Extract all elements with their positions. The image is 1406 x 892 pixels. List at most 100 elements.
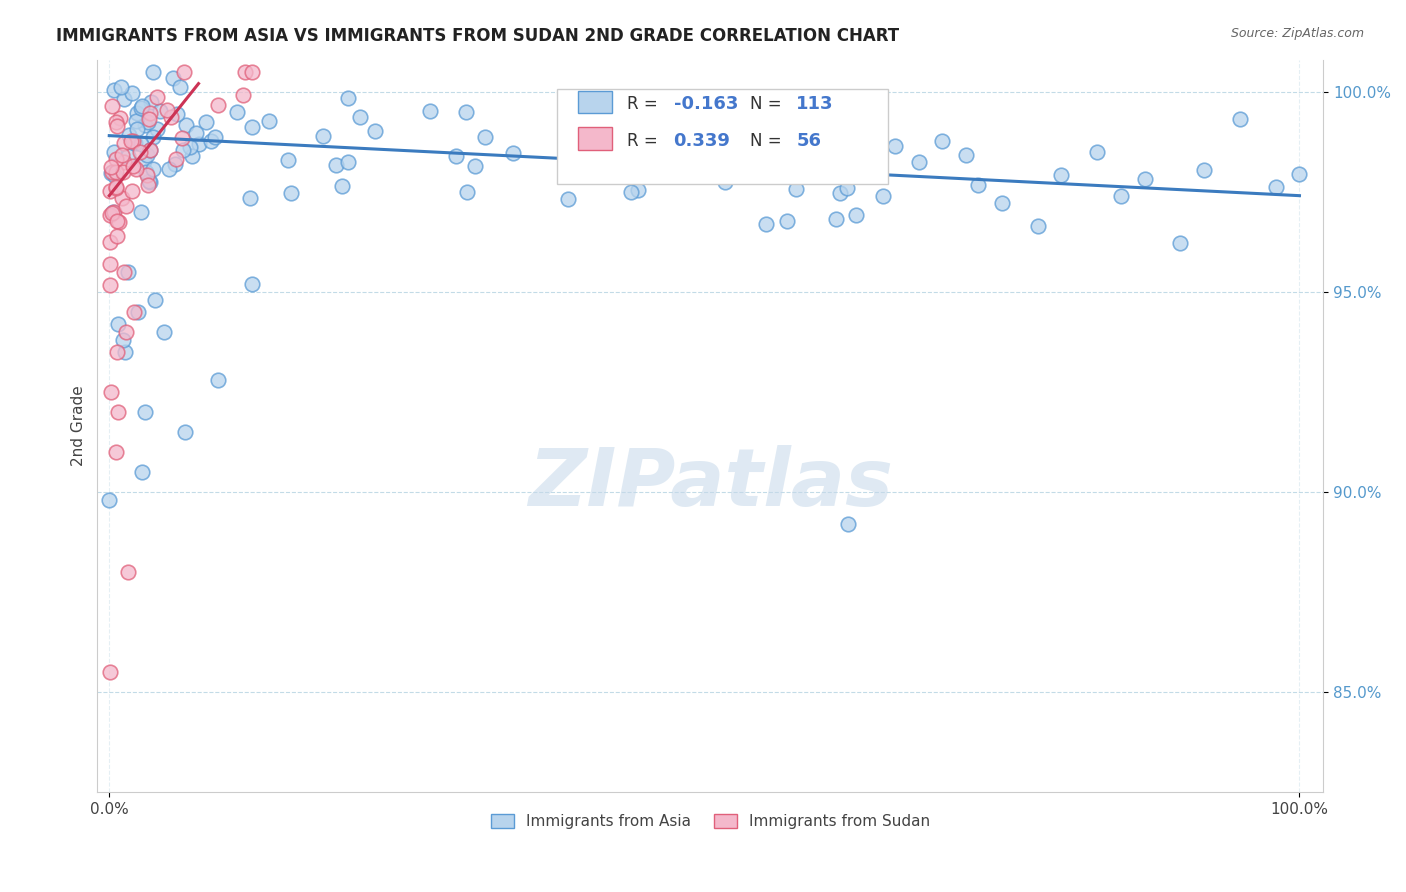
- Point: [1109, 188, 1132, 202]
- Point: [1170, 235, 1192, 250]
- Point: [105, 153, 128, 167]
- Point: [170, 131, 193, 145]
- Text: R =: R =: [627, 95, 664, 113]
- Point: [776, 214, 799, 228]
- Point: [173, 425, 195, 439]
- Point: [136, 115, 159, 129]
- Point: [907, 154, 929, 169]
- Point: [232, 87, 254, 102]
- Point: [121, 159, 143, 173]
- Point: [160, 110, 183, 124]
- Point: [125, 122, 148, 136]
- Point: [166, 106, 188, 120]
- Point: [135, 164, 157, 178]
- Text: ZIPatlas: ZIPatlas: [527, 445, 893, 524]
- Point: [121, 134, 143, 148]
- Point: [557, 192, 579, 206]
- Point: [240, 277, 263, 291]
- Point: [207, 373, 229, 387]
- Point: [139, 143, 162, 157]
- Point: [325, 158, 347, 172]
- Point: [98, 665, 121, 679]
- Point: [112, 136, 135, 151]
- Point: [129, 205, 152, 219]
- Point: [1133, 172, 1156, 186]
- Point: [1229, 112, 1251, 126]
- Point: [257, 114, 280, 128]
- Point: [1085, 145, 1108, 159]
- Point: [233, 64, 256, 78]
- Text: Source: ZipAtlas.com: Source: ZipAtlas.com: [1230, 27, 1364, 40]
- Point: [240, 64, 263, 78]
- Point: [330, 178, 353, 193]
- Point: [142, 161, 165, 176]
- Point: [129, 136, 152, 151]
- Point: [845, 208, 868, 222]
- Point: [112, 154, 135, 169]
- Point: [132, 153, 155, 168]
- Point: [239, 191, 262, 205]
- Point: [100, 384, 122, 399]
- Point: [139, 144, 162, 158]
- Point: [103, 205, 125, 219]
- Point: [105, 229, 128, 244]
- Point: [104, 180, 127, 194]
- Point: [337, 154, 360, 169]
- Point: [872, 189, 894, 203]
- Point: [824, 212, 846, 227]
- Point: [111, 333, 134, 347]
- Point: [165, 152, 187, 166]
- Point: [127, 304, 149, 318]
- Point: [173, 64, 195, 78]
- FancyBboxPatch shape: [578, 90, 612, 113]
- Point: [129, 145, 152, 159]
- Point: [195, 115, 218, 129]
- Point: [454, 105, 477, 120]
- Point: [157, 161, 180, 176]
- Point: [125, 105, 148, 120]
- Point: [143, 293, 166, 307]
- Text: 0.339: 0.339: [673, 132, 730, 150]
- Text: 56: 56: [796, 132, 821, 150]
- Point: [700, 137, 723, 152]
- Point: [105, 214, 128, 228]
- Point: [226, 104, 249, 119]
- Point: [837, 181, 859, 195]
- Point: [444, 149, 467, 163]
- Text: N =: N =: [749, 132, 786, 150]
- Point: [124, 136, 146, 150]
- Point: [135, 168, 157, 182]
- Point: [131, 465, 153, 479]
- Point: [474, 129, 496, 144]
- Point: [145, 122, 167, 136]
- Point: [991, 195, 1014, 210]
- Point: [120, 134, 142, 148]
- Text: R =: R =: [627, 132, 664, 150]
- Point: [419, 103, 441, 118]
- Point: [111, 147, 134, 161]
- Point: [105, 180, 128, 194]
- Point: [105, 115, 128, 129]
- Point: [179, 140, 201, 154]
- Point: [111, 191, 134, 205]
- Point: [135, 147, 157, 161]
- Point: [125, 162, 148, 177]
- Point: [1264, 179, 1286, 194]
- Point: [280, 186, 302, 201]
- Point: [146, 89, 169, 103]
- Point: [118, 128, 141, 142]
- Point: [149, 103, 172, 118]
- Point: [697, 141, 720, 155]
- FancyBboxPatch shape: [557, 89, 889, 184]
- Point: [785, 182, 807, 196]
- Point: [931, 134, 953, 148]
- Text: N =: N =: [749, 95, 786, 113]
- Point: [98, 208, 121, 222]
- Y-axis label: 2nd Grade: 2nd Grade: [72, 385, 86, 467]
- Point: [174, 118, 197, 132]
- Point: [955, 147, 977, 161]
- Point: [717, 142, 740, 156]
- Point: [114, 344, 136, 359]
- Point: [105, 344, 128, 359]
- Point: [101, 99, 124, 113]
